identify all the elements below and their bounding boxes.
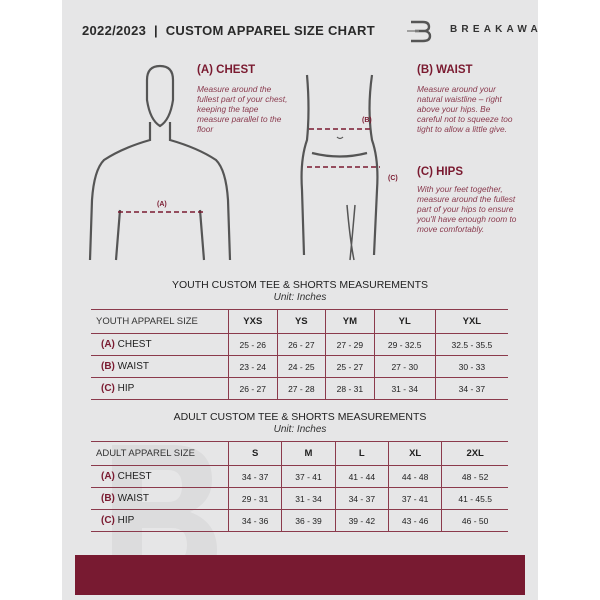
header-cell: YM [325, 309, 375, 334]
cell: 34 - 37 [227, 465, 282, 488]
cell: 36 - 39 [281, 509, 336, 532]
cell: 43 - 46 [387, 509, 442, 532]
adult-size-table: ADULT APPAREL SIZE S M L XL 2XL (A) CHES… [91, 441, 508, 532]
cell: 28 - 31 [325, 377, 375, 400]
header-cell: M [281, 441, 336, 466]
lower-body-figure [300, 74, 379, 261]
cell: 46 - 50 [441, 509, 508, 532]
cell: 25 - 26 [228, 333, 278, 356]
cell: 30 - 33 [434, 355, 508, 378]
brand-name: BREAKAWAY [450, 24, 538, 35]
table-row: (C) HIP 26 - 27 27 - 28 28 - 31 31 - 34 34 - … [91, 377, 508, 400]
youth-section-title: YOUTH CUSTOM TEE & SHORTS MEASUREMENTS [171, 279, 429, 291]
cell: 29 - 31 [227, 487, 282, 510]
table-row: (C) HIP 34 - 36 36 - 39 39 - 42 43 - 46 46 - … [91, 509, 508, 532]
cell: 37 - 41 [387, 487, 442, 510]
waist-heading: (B) WAIST [417, 64, 473, 76]
row-label: (B) WAIST [101, 361, 149, 372]
header-cell: ADULT APPAREL SIZE [96, 448, 195, 459]
table-header-row: YOUTH APPAREL SIZE YXS YS YM YL YXL [91, 309, 508, 334]
adult-section-title: ADULT CUSTOM TEE & SHORTS MEASUREMENTS [173, 411, 427, 423]
table-header-row: ADULT APPAREL SIZE S M L XL 2XL [91, 441, 508, 466]
youth-unit: Unit: Inches [273, 292, 327, 303]
hips-heading: (C) HIPS [417, 166, 463, 178]
cell: 24 - 25 [276, 355, 326, 378]
footer-band [75, 555, 525, 595]
header-cell: YS [276, 309, 326, 334]
header-cell: L [334, 441, 389, 466]
upper-body-figure [88, 64, 232, 261]
chest-instructions: Measure around the fullest part of your … [197, 84, 288, 134]
header-cell: S [227, 441, 282, 466]
row-label: (A) CHEST [101, 471, 152, 482]
waist-marker: (B) [362, 117, 372, 124]
chest-marker: (A) [157, 201, 167, 208]
table-row: (B) WAIST 23 - 24 24 - 25 25 - 27 27 - 30 30 … [91, 355, 508, 378]
cell: 25 - 27 [325, 355, 375, 378]
body-diagrams: (A) (B) (C) [88, 64, 398, 261]
table-row: (A) CHEST 25 - 26 26 - 27 27 - 29 29 - 32.5 3… [91, 333, 508, 356]
header-cell: YOUTH APPAREL SIZE [96, 316, 198, 327]
cell: 48 - 52 [441, 465, 508, 488]
cell: 34 - 37 [334, 487, 389, 510]
youth-size-table: YOUTH APPAREL SIZE YXS YS YM YL YXL (A) … [91, 309, 508, 400]
cell: 23 - 24 [228, 355, 278, 378]
cell: 39 - 42 [334, 509, 389, 532]
cell: 34 - 37 [434, 377, 508, 400]
chest-heading: (A) CHEST [197, 64, 256, 76]
cell: 27 - 29 [325, 333, 375, 356]
cell: 34 - 36 [227, 509, 282, 532]
hips-marker: (C) [388, 175, 398, 182]
header-cell: YL [373, 309, 436, 334]
cell: 27 - 28 [276, 377, 326, 400]
cell: 26 - 27 [276, 333, 326, 356]
breakaway-logo-icon [407, 20, 432, 43]
adult-unit: Unit: Inches [273, 424, 327, 435]
cell: 27 - 30 [373, 355, 436, 378]
cell: 31 - 34 [281, 487, 336, 510]
size-chart-sheet: 2022/2023 | CUSTOM APPAREL SIZE CHART BR… [62, 0, 538, 600]
row-label: (C) HIP [101, 383, 135, 394]
row-label: (B) WAIST [101, 493, 149, 504]
header-cell: 2XL [441, 441, 508, 466]
cell: 41 - 44 [334, 465, 389, 488]
header-cell: XL [387, 441, 442, 466]
cell: 37 - 41 [281, 465, 336, 488]
header-cell: YXS [228, 309, 278, 334]
cell: 31 - 34 [373, 377, 436, 400]
header-cell: YXL [434, 309, 508, 334]
table-row: (B) WAIST 29 - 31 31 - 34 34 - 37 37 - 41 41 … [91, 487, 508, 510]
watermark-logo-icon [112, 445, 217, 588]
waist-instructions: Measure around your natural waistline – … [417, 84, 513, 134]
row-label: (A) CHEST [101, 339, 152, 350]
cell: 26 - 27 [228, 377, 278, 400]
cell: 44 - 48 [387, 465, 442, 488]
hips-instructions: With your feet together, measure around … [417, 184, 517, 234]
page-title: 2022/2023 | CUSTOM APPAREL SIZE CHART [82, 23, 375, 38]
cell: 41 - 45.5 [441, 487, 508, 510]
table-row: (A) CHEST 34 - 37 37 - 41 41 - 44 44 - 48 48 … [91, 465, 508, 488]
cell: 29 - 32.5 [373, 333, 436, 356]
cell: 32.5 - 35.5 [434, 333, 508, 356]
row-label: (C) HIP [101, 515, 135, 526]
